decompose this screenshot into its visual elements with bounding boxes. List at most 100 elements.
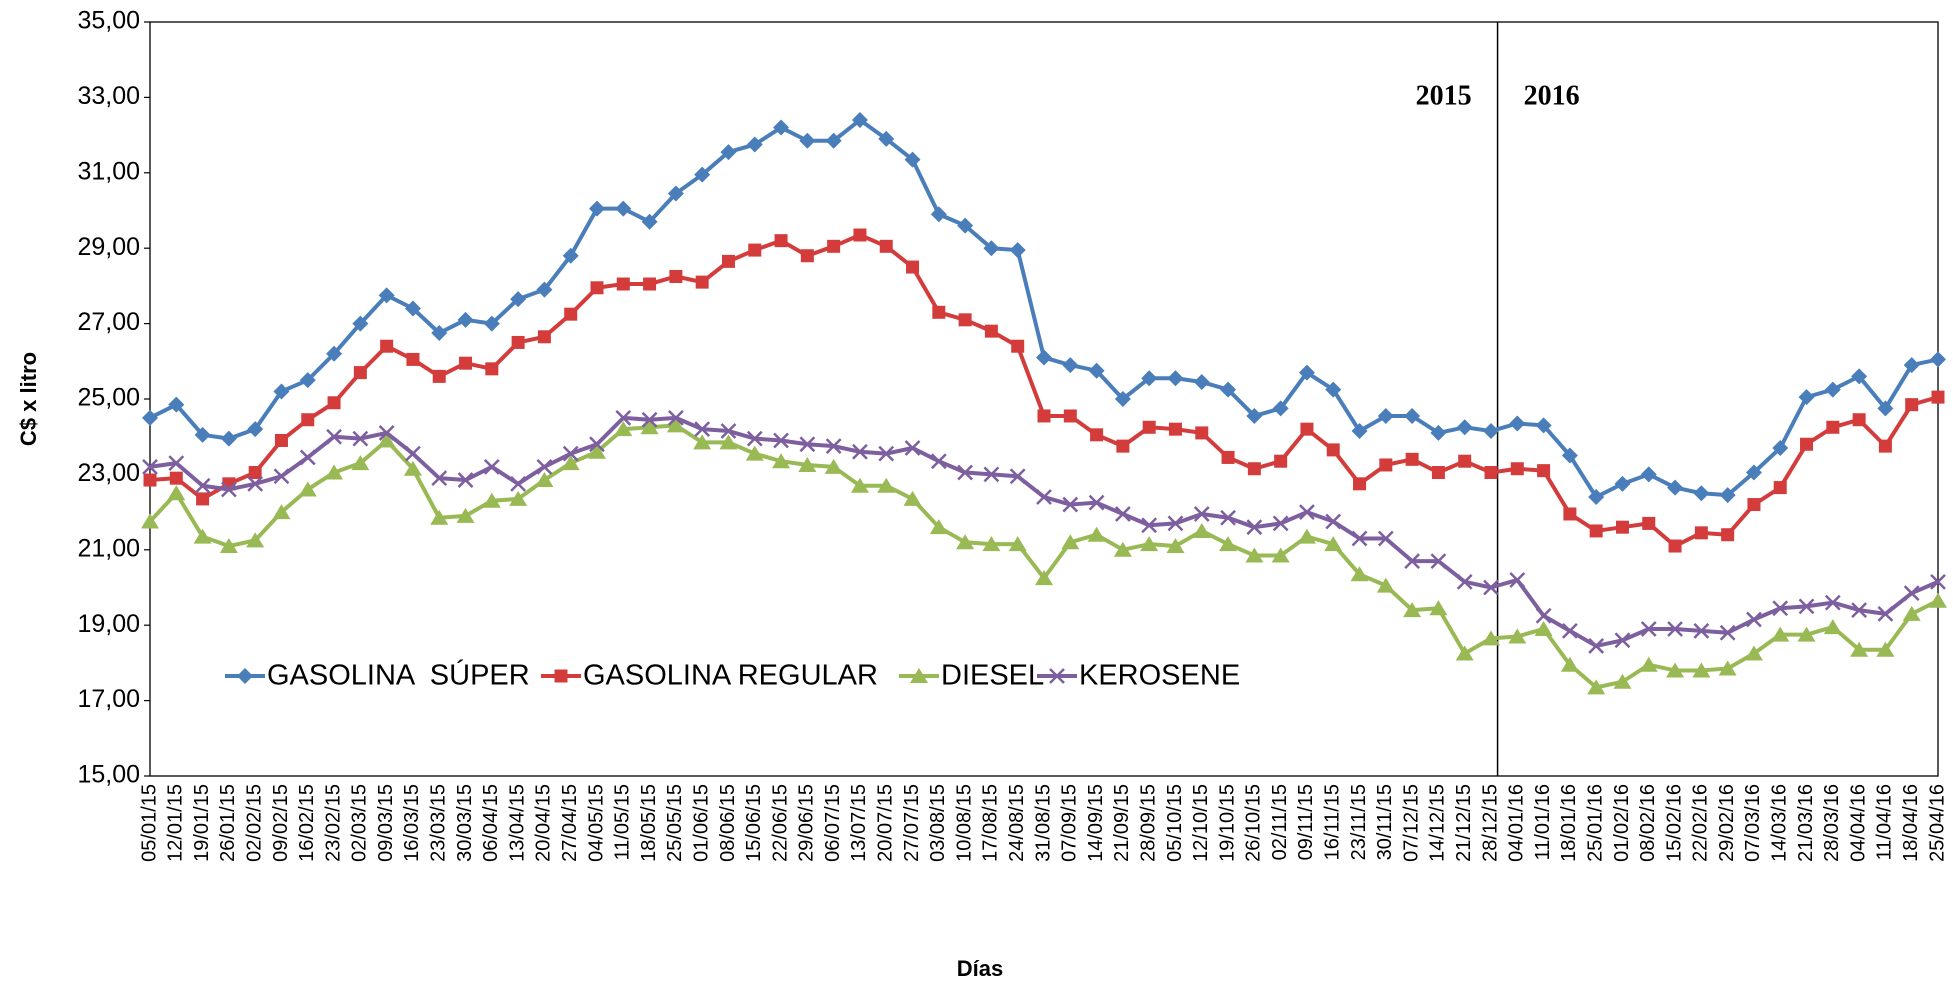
marker [562,445,579,462]
x-tick-label: 27/07/15 [901,784,923,862]
x-tick-label: 22/02/16 [1690,784,1712,862]
marker [1878,439,1892,453]
marker [1429,600,1448,616]
marker [352,315,369,332]
marker [141,513,159,529]
x-tick-label: 16/11/15 [1322,784,1344,860]
marker [1116,439,1130,453]
marker [301,413,315,427]
marker [693,434,712,450]
marker [1458,454,1472,468]
marker [1587,679,1606,695]
marker [1430,424,1447,441]
x-tick-label: 01/06/15 [690,784,712,862]
legend-label: GASOLINA SÚPER [267,659,530,692]
marker [773,432,789,449]
marker [248,466,262,480]
marker [720,423,737,439]
marker [1272,515,1289,532]
marker [1693,622,1710,639]
marker [1824,381,1841,398]
marker [1036,489,1052,505]
marker [143,473,157,487]
x-tick-label: 29/06/15 [796,784,818,862]
y-axis-label: C$ x litro [16,352,41,446]
marker [1220,381,1237,398]
x-tick-label: 11/01/16 [1532,784,1554,860]
marker [272,504,291,520]
x-tick-label: 20/07/15 [875,784,897,862]
marker [1061,534,1080,550]
x-tick-label: 15/02/16 [1663,784,1685,862]
marker [640,419,659,435]
marker [431,325,448,342]
marker [930,206,947,223]
x-tick-label: 14/03/16 [1769,784,1791,862]
marker [773,119,790,136]
marker [827,239,841,253]
marker [1797,626,1816,642]
marker [984,324,998,338]
marker [1772,440,1789,457]
marker [1088,362,1105,379]
x-tick-label: 21/09/15 [1111,784,1133,862]
marker [1719,487,1736,504]
y-tick-label: 31,00 [77,157,140,185]
x-tick-label: 11/05/15 [612,784,634,860]
marker [1877,400,1894,417]
marker [1824,594,1841,611]
marker [273,468,290,485]
marker [853,228,867,242]
marker [380,339,394,353]
x-tick-label: 04/01/16 [1506,784,1528,862]
marker [1537,464,1551,478]
marker [800,249,814,263]
marker [1694,526,1708,540]
x-tick-label: 20/04/15 [533,784,555,862]
series-line [148,423,1939,690]
x-tick-label: 08/06/15 [717,784,739,862]
marker [982,536,1001,552]
marker [1509,415,1526,432]
marker [511,335,525,349]
marker [721,254,735,268]
marker [1351,423,1368,440]
marker [1692,662,1711,678]
x-tick-label: 25/05/15 [664,784,686,862]
marker [1377,530,1394,547]
marker [298,481,317,497]
marker [694,166,711,183]
marker [615,409,632,426]
marker [1640,466,1657,483]
x-tick-label: 18/04/16 [1900,784,1922,862]
x-tick-label: 18/01/16 [1558,784,1580,862]
x-tick-label: 30/03/15 [454,784,476,862]
marker [167,485,186,501]
marker [1798,598,1815,615]
annotation: 2015 [1416,80,1472,111]
marker [930,453,947,470]
marker [1247,462,1261,476]
marker [799,132,816,149]
y-tick-label: 19,00 [77,610,140,638]
marker [695,275,709,289]
marker [669,269,683,283]
marker [1535,607,1552,624]
marker [247,421,264,438]
series [142,409,1946,654]
marker [719,434,738,450]
x-tick-label: 02/03/15 [349,784,371,862]
marker [877,477,896,493]
marker [641,213,658,230]
marker [1851,602,1868,619]
marker [457,472,474,488]
marker [1667,621,1683,637]
marker [456,507,475,523]
x-tick-label: 04/04/16 [1847,784,1869,862]
marker [1404,553,1421,569]
marker [666,417,685,433]
marker [1114,391,1131,407]
marker [1324,536,1343,552]
marker [1560,656,1579,672]
x-tick-label: 23/02/15 [322,784,344,862]
